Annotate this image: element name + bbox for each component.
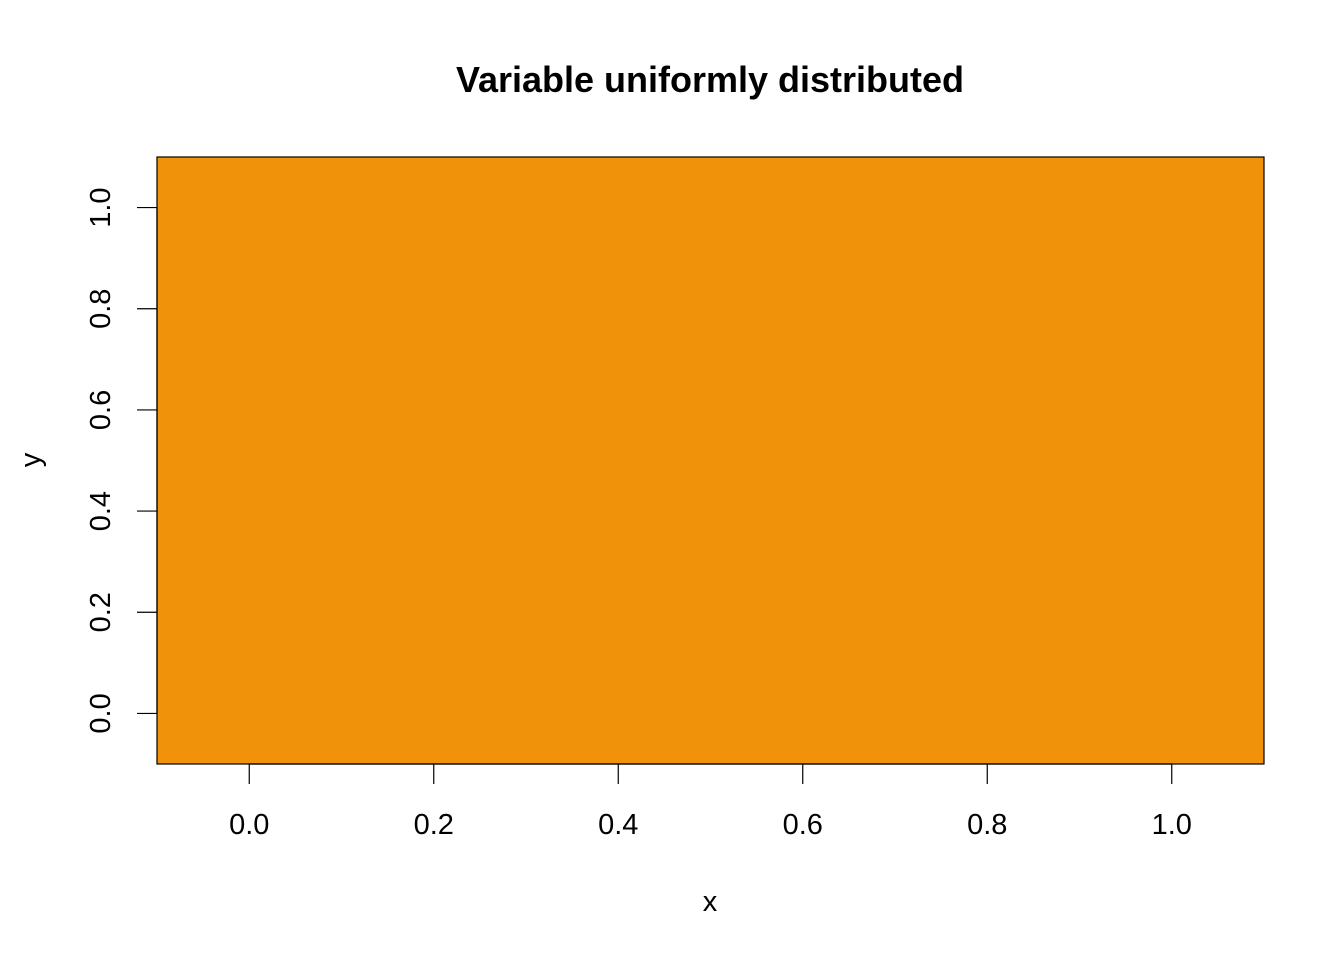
y-tick-label: 0.2 — [85, 592, 117, 632]
x-axis: 0.0 0.2 0.4 0.6 0.8 1.0 — [229, 763, 1192, 841]
y-tick-label: 1.0 — [85, 187, 117, 227]
y-tick-label: 0.8 — [85, 289, 117, 329]
x-tick-label: 0.8 — [967, 809, 1007, 841]
y-tick-label: 0.0 — [85, 693, 117, 733]
x-tick-label: 0.4 — [598, 809, 638, 841]
x-tick-label: 1.0 — [1152, 809, 1192, 841]
x-tick-label: 0.2 — [414, 809, 454, 841]
chart-title: Variable uniformly distributed — [456, 59, 964, 100]
x-tick-label: 0.6 — [783, 809, 823, 841]
density-fill-area — [157, 157, 1264, 764]
y-tick-label: 0.4 — [85, 491, 117, 531]
y-tick-label: 0.6 — [85, 390, 117, 430]
x-tick-label: 0.0 — [229, 809, 269, 841]
y-axis: 0.0 0.2 0.4 0.6 0.8 1.0 — [85, 187, 158, 734]
x-axis-label: x — [703, 886, 718, 918]
y-axis-label: y — [15, 452, 47, 467]
